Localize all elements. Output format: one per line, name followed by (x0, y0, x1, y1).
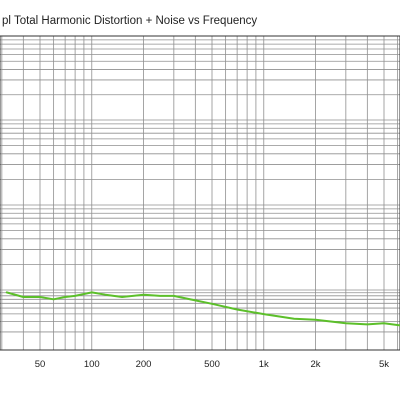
series-layer (5, 291, 400, 327)
series-line (5, 291, 400, 327)
chart-grid (0, 36, 400, 350)
x-tick-label: 50 (35, 359, 46, 370)
x-tick-label: 500 (204, 359, 220, 370)
chart-title: pl Total Harmonic Distortion + Noise vs … (2, 15, 257, 27)
x-tick-label: 5k (379, 359, 389, 370)
plot-frame (0, 35, 400, 351)
x-tick-label: 2k (311, 359, 321, 370)
x-tick-label: 1k (259, 359, 269, 370)
x-tick-label: 100 (84, 359, 100, 370)
x-tick-label: 200 (136, 359, 152, 370)
x-axis-ticks: 50 100 200 500 1k 2k 5k (35, 359, 390, 370)
